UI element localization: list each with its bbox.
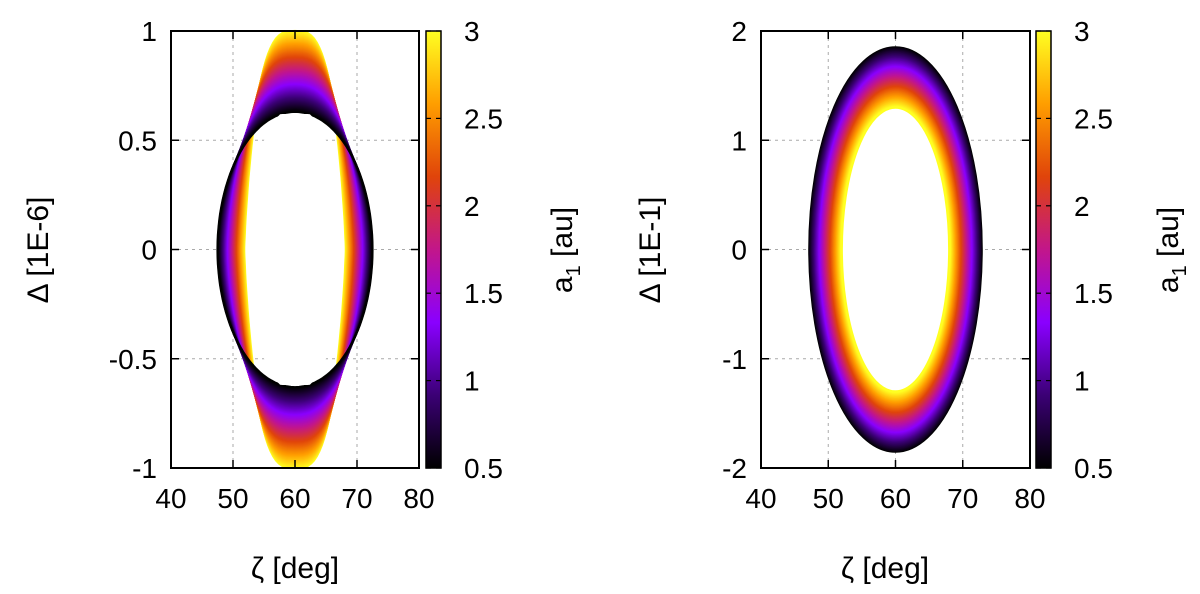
colorbar-left: [425, 30, 442, 469]
y-tick-label: 0: [731, 235, 747, 266]
colorbar-label-left: a1 [au]: [546, 207, 585, 293]
x-tick-label: 70: [947, 483, 978, 514]
colorbar-label-main-left: a: [546, 276, 579, 293]
inner-empty-region: [246, 114, 344, 385]
y-tick-label: -1: [722, 344, 747, 375]
x-axis-label-right: ζ [deg]: [841, 552, 929, 585]
y-axis-label-right: Δ [1E-1]: [634, 197, 667, 304]
colorbar-tick-label: 1.5: [1074, 278, 1113, 309]
colorbar-tick-label: 1: [1074, 366, 1090, 397]
colorbar-label-sub-right: 1: [1169, 265, 1191, 276]
y-tick-label: 1: [731, 125, 747, 156]
colorbar-ticks-left: 0.5 1 1.5 2 2.5 3: [426, 16, 503, 484]
colorbar-ticks-right: 0.5 1 1.5 2 2.5 3: [1036, 16, 1113, 484]
chart-panel-left: 40 50 60 70 80 -1-0.500.51 ζ [deg] Δ [1E-6] …: [22, 16, 585, 585]
x-axis-label-left: ζ [deg]: [251, 552, 339, 585]
chart-panel-right: 40 50 60 70 80 -2 -1 0 1 2 ζ [deg] Δ [1E-1] 0.5 1…: [634, 16, 1191, 585]
x-tick-label: 60: [279, 483, 310, 514]
colorbar-tick-label: 1: [464, 366, 480, 397]
x-tick-labels-right: 40 50 60 70 80: [745, 483, 1045, 514]
y-tick-label: -0.5: [109, 344, 157, 375]
colorbar-tick-label: 2: [1074, 191, 1090, 222]
colorbar-label-sub-left: 1: [563, 265, 585, 276]
ticks-left: [170, 30, 420, 469]
y-tick-label: 1: [141, 16, 157, 47]
colorbar-label-unit-right: [au]: [1152, 207, 1185, 265]
y-tick-label: 0.5: [118, 125, 157, 156]
colorbar-tick-label: 0.5: [1074, 453, 1113, 484]
y-tick-label: 2: [731, 16, 747, 47]
colorbar-tick-label: 2.5: [464, 103, 503, 134]
colorbar-tick-label: 2.5: [1074, 103, 1113, 134]
x-tick-label: 40: [745, 483, 776, 514]
trajectory-a1-3.00: [840, 106, 951, 393]
trajectory-a1-0.50: [216, 110, 374, 389]
x-tick-label: 80: [1014, 483, 1045, 514]
colorbar-tick-label: 3: [1074, 16, 1090, 47]
colorbar-label-main-right: a: [1152, 276, 1185, 293]
x-tick-label: 40: [155, 483, 186, 514]
colorbar-tick-label: 1.5: [464, 278, 503, 309]
x-tick-label: 50: [813, 483, 844, 514]
y-axis-label-left: Δ [1E-6]: [22, 197, 55, 304]
colorbar-tick-label: 0.5: [464, 453, 503, 484]
y-tick-labels-right: -2 -1 0 1 2: [722, 16, 747, 484]
x-tick-label: 80: [403, 483, 434, 514]
y-tick-label: 0: [141, 235, 157, 266]
colorbar-label-unit-left: [au]: [546, 207, 579, 265]
ticks-right: [760, 30, 1031, 469]
x-tick-label: 60: [880, 483, 911, 514]
y-tick-label: -2: [722, 453, 747, 484]
x-tick-label: 70: [341, 483, 372, 514]
colorbar-right: [1035, 30, 1052, 469]
colorbar-tick-label: 3: [464, 16, 480, 47]
x-tick-label: 50: [217, 483, 248, 514]
colorbar-label-right: a1 [au]: [1152, 207, 1191, 293]
plot-area-left: [216, 29, 374, 470]
y-tick-label: -1: [132, 453, 157, 484]
y-tick-labels-left: -1 -0.5 0 0.5 1: [109, 16, 157, 484]
plot-area-right: [808, 46, 983, 453]
x-tick-labels-left: 40 50 60 70 80: [155, 483, 434, 514]
colorbar-tick-label: 2: [464, 191, 480, 222]
